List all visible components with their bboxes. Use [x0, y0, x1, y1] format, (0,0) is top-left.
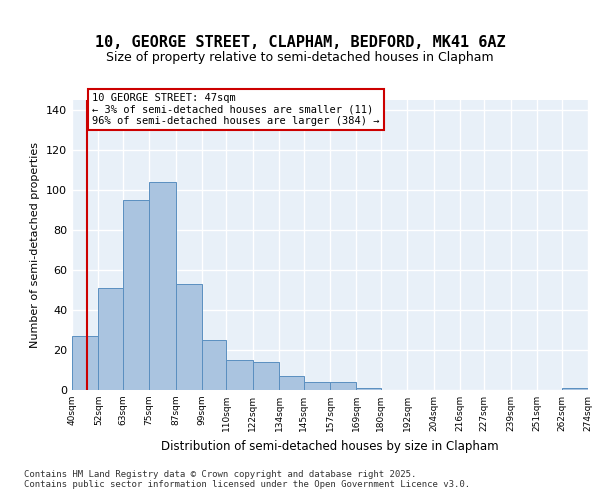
Bar	[149, 182, 176, 390]
Bar	[304, 382, 330, 390]
Text: 10, GEORGE STREET, CLAPHAM, BEDFORD, MK41 6AZ: 10, GEORGE STREET, CLAPHAM, BEDFORD, MK4…	[95, 35, 505, 50]
Bar	[356, 388, 381, 390]
X-axis label: Distribution of semi-detached houses by size in Clapham: Distribution of semi-detached houses by …	[161, 440, 499, 452]
Y-axis label: Number of semi-detached properties: Number of semi-detached properties	[31, 142, 40, 348]
Bar	[330, 382, 356, 390]
Bar	[123, 200, 149, 390]
Bar	[176, 284, 202, 390]
Text: Size of property relative to semi-detached houses in Clapham: Size of property relative to semi-detach…	[106, 51, 494, 64]
Bar	[226, 360, 253, 390]
Bar	[98, 288, 123, 390]
Text: Contains HM Land Registry data © Crown copyright and database right 2025.
Contai: Contains HM Land Registry data © Crown c…	[24, 470, 470, 490]
Bar	[202, 340, 226, 390]
Bar	[72, 336, 98, 390]
Bar	[279, 376, 304, 390]
Text: 10 GEORGE STREET: 47sqm
← 3% of semi-detached houses are smaller (11)
96% of sem: 10 GEORGE STREET: 47sqm ← 3% of semi-det…	[92, 93, 379, 126]
Bar	[253, 362, 279, 390]
Bar	[562, 388, 588, 390]
